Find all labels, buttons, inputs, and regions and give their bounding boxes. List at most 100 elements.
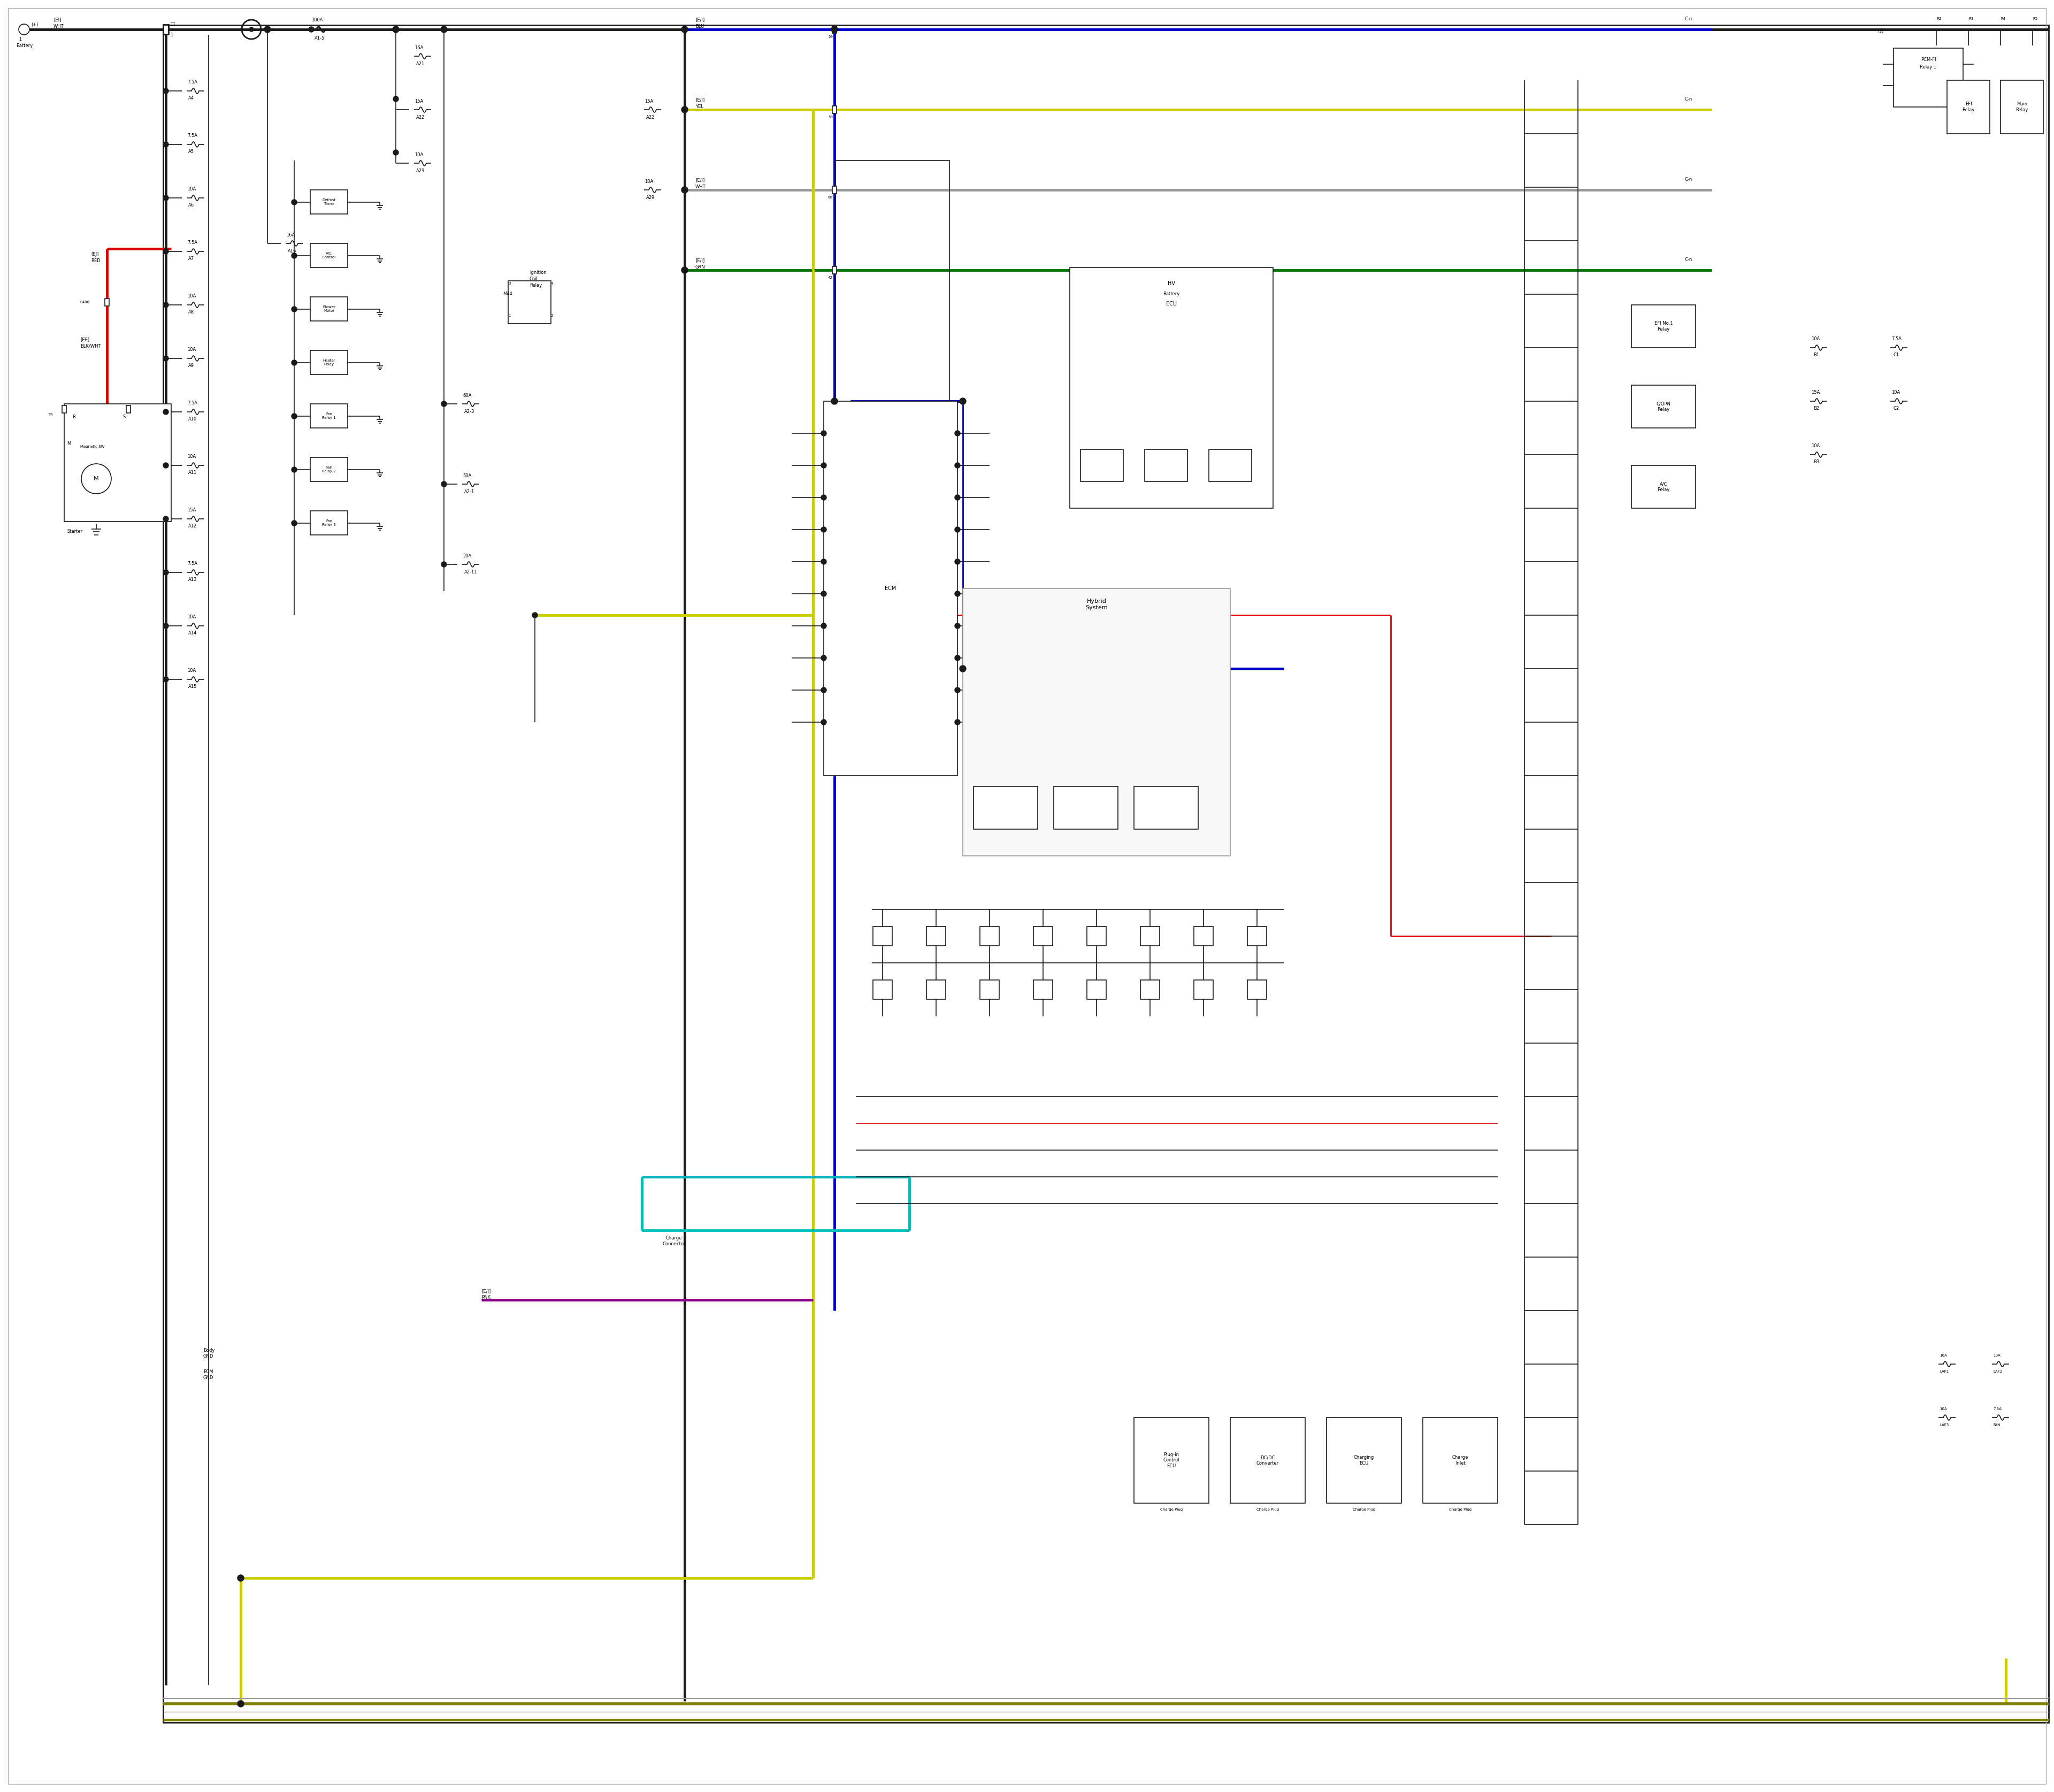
Text: [E/I]: [E/I] <box>696 177 705 183</box>
Bar <box>834 161 949 695</box>
Circle shape <box>832 398 838 403</box>
Circle shape <box>292 468 298 473</box>
Bar <box>824 401 957 776</box>
Text: C1: C1 <box>1894 353 1900 358</box>
Text: 15A: 15A <box>645 99 653 104</box>
Bar <box>974 787 1037 830</box>
Circle shape <box>822 624 826 629</box>
Circle shape <box>832 27 838 32</box>
Bar <box>310 511 347 536</box>
Circle shape <box>162 249 168 254</box>
Text: A29: A29 <box>417 168 425 174</box>
Text: Charge Plug: Charge Plug <box>1448 1507 1471 1511</box>
Bar <box>1144 450 1187 482</box>
Text: 15A: 15A <box>1812 391 1820 394</box>
Bar <box>926 980 945 1000</box>
Bar <box>105 299 109 306</box>
Bar <box>1631 305 1697 348</box>
Circle shape <box>162 357 168 360</box>
Bar <box>963 588 1230 857</box>
Text: Starter: Starter <box>68 529 82 534</box>
Text: 1: 1 <box>18 36 21 41</box>
Text: A1-5: A1-5 <box>314 36 325 41</box>
Bar <box>832 267 836 274</box>
Bar <box>1894 48 1964 108</box>
Text: 3: 3 <box>507 281 511 285</box>
Circle shape <box>959 665 965 672</box>
Bar <box>1631 385 1697 428</box>
Circle shape <box>822 688 826 694</box>
Circle shape <box>162 516 168 521</box>
Text: R3: R3 <box>1968 18 1974 20</box>
Text: B2: B2 <box>1814 407 1820 410</box>
Circle shape <box>532 613 538 618</box>
Text: Plug-in
Control
ECU: Plug-in Control ECU <box>1163 1452 1179 1468</box>
Circle shape <box>162 677 168 683</box>
Bar <box>64 403 170 521</box>
Text: C-n: C-n <box>1684 256 1692 262</box>
Text: 10A: 10A <box>187 668 195 674</box>
Circle shape <box>249 27 253 32</box>
Circle shape <box>162 624 168 629</box>
Bar <box>1087 980 1107 1000</box>
Circle shape <box>822 591 826 597</box>
Circle shape <box>265 27 271 32</box>
Text: YEL: YEL <box>696 104 702 109</box>
Circle shape <box>292 306 298 312</box>
Text: R2: R2 <box>1937 18 1941 20</box>
Circle shape <box>292 414 298 419</box>
Circle shape <box>162 142 168 147</box>
Text: 42: 42 <box>828 276 832 280</box>
Text: A13: A13 <box>189 577 197 582</box>
Text: Charge
Connector: Charge Connector <box>661 1236 686 1245</box>
Text: 10A: 10A <box>187 455 195 459</box>
Text: C-n: C-n <box>1684 97 1692 102</box>
Circle shape <box>442 27 448 32</box>
Text: 100A: 100A <box>312 18 322 22</box>
Text: (+): (+) <box>31 23 39 27</box>
Text: B: B <box>72 414 76 419</box>
Circle shape <box>682 186 688 192</box>
Bar <box>162 25 168 34</box>
Circle shape <box>162 570 168 575</box>
Text: R5: R5 <box>2033 18 2038 20</box>
Text: C-n: C-n <box>1684 16 1692 22</box>
Circle shape <box>442 401 446 407</box>
Circle shape <box>955 430 959 435</box>
Text: 7.5A: 7.5A <box>187 561 197 566</box>
Circle shape <box>955 656 959 661</box>
Text: Charge Plug: Charge Plug <box>1354 1507 1376 1511</box>
Circle shape <box>682 27 688 32</box>
Circle shape <box>822 719 826 724</box>
Bar <box>62 405 66 412</box>
Text: A6: A6 <box>189 202 195 208</box>
Text: A11: A11 <box>189 471 197 475</box>
Text: BLK/WHT: BLK/WHT <box>80 344 101 348</box>
Text: 7.5A: 7.5A <box>1892 337 1902 342</box>
Text: GRN: GRN <box>696 265 705 269</box>
Circle shape <box>822 495 826 500</box>
Text: 10A: 10A <box>645 179 653 185</box>
Text: 16A: 16A <box>286 233 296 237</box>
Text: 7.5A: 7.5A <box>187 240 197 246</box>
Bar <box>1327 1417 1401 1503</box>
Text: A4: A4 <box>189 97 195 100</box>
Circle shape <box>238 1575 244 1581</box>
Bar <box>1070 267 1273 509</box>
Circle shape <box>292 360 298 366</box>
Bar <box>832 25 836 34</box>
Text: M44: M44 <box>503 292 511 297</box>
Text: C-n: C-n <box>1684 177 1692 181</box>
Bar <box>1423 1417 1497 1503</box>
Text: HV: HV <box>1167 281 1175 287</box>
Circle shape <box>822 527 826 532</box>
Text: EFI No.1
Relay: EFI No.1 Relay <box>1653 321 1672 332</box>
Text: Heater
Relay: Heater Relay <box>322 358 335 366</box>
Text: [E/I]: [E/I] <box>696 97 705 102</box>
Bar <box>310 403 347 428</box>
Bar <box>1134 787 1197 830</box>
Text: A9: A9 <box>189 364 195 369</box>
Circle shape <box>822 559 826 564</box>
Text: LAF1: LAF1 <box>1939 1369 1949 1373</box>
Text: Charge Plug: Charge Plug <box>1161 1507 1183 1511</box>
